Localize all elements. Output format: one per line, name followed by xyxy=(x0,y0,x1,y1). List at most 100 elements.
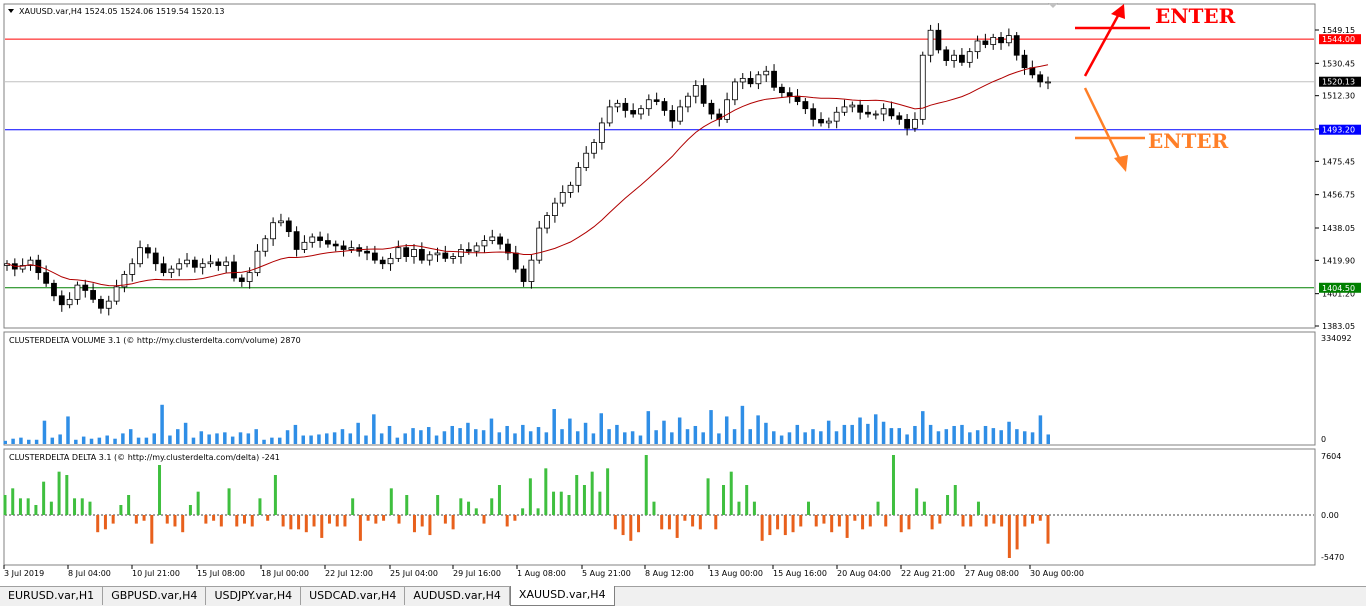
candle xyxy=(591,138,597,159)
volume-bar xyxy=(842,424,847,444)
delta-panel-frame[interactable] xyxy=(3,448,1316,566)
candle xyxy=(536,220,543,264)
delta-bar xyxy=(111,515,115,524)
candle xyxy=(959,48,965,66)
delta-bar xyxy=(382,515,386,521)
candle xyxy=(943,46,950,66)
time-tick-label: 22 Jul 12:00 xyxy=(325,569,373,578)
volume-bar xyxy=(850,424,854,444)
delta-bar xyxy=(752,501,756,515)
candle xyxy=(661,97,668,116)
candle xyxy=(348,240,355,254)
volume-panel-frame[interactable] xyxy=(3,331,1316,446)
volume-bar xyxy=(575,431,580,444)
chart-canvas[interactable]: XAUUSD.var,H4 1524.05 1524.06 1519.54 15… xyxy=(0,0,1366,586)
candle xyxy=(927,24,934,63)
candle xyxy=(739,73,746,90)
volume-bar xyxy=(254,429,258,444)
volume-bar xyxy=(701,432,705,444)
delta-bar xyxy=(243,515,247,524)
volume-bar xyxy=(709,410,713,444)
candle xyxy=(176,258,183,277)
volume-bar xyxy=(238,432,243,444)
candle xyxy=(935,23,942,54)
volume-bar xyxy=(623,432,627,444)
delta-bar xyxy=(196,491,200,515)
price-tick-label: 1549.15 xyxy=(1322,26,1355,35)
volume-bar xyxy=(560,429,564,444)
volume-bar xyxy=(607,429,611,444)
time-tick-label: 10 Jul 21:00 xyxy=(132,569,180,578)
volume-bar xyxy=(724,416,729,444)
volume-bar xyxy=(913,425,917,444)
volume-bar xyxy=(497,432,502,444)
price-tag-box xyxy=(1319,34,1361,45)
delta-bar xyxy=(451,515,455,530)
symbol-tab-audusd[interactable]: AUDUSD.var,H4 xyxy=(405,587,510,605)
symbol-tab-usdcad[interactable]: USDCAD.var,H4 xyxy=(301,587,406,605)
price-tick-label: 1530.45 xyxy=(1322,59,1355,68)
delta-bar xyxy=(806,501,810,515)
volume-bar xyxy=(160,404,164,444)
delta-bar xyxy=(34,505,38,515)
candle xyxy=(58,290,65,312)
delta-bar xyxy=(235,515,239,527)
delta-bar xyxy=(559,491,563,515)
volume-bar xyxy=(646,411,651,444)
volume-bar xyxy=(152,433,156,444)
delta-bar xyxy=(613,515,617,530)
candle xyxy=(473,242,480,257)
volume-bar xyxy=(685,429,690,444)
volume-bar xyxy=(944,429,949,444)
volume-bar xyxy=(121,433,125,444)
volume-bar xyxy=(387,425,392,444)
candle xyxy=(551,197,558,223)
volume-bar xyxy=(811,429,815,444)
main-chart-frame[interactable] xyxy=(3,3,1316,329)
volume-bar xyxy=(183,422,188,444)
volume-bar xyxy=(819,431,823,444)
candle xyxy=(771,64,777,91)
delta-bar xyxy=(497,485,501,515)
delta-bar xyxy=(1015,515,1019,550)
price-tag-box xyxy=(1319,76,1361,87)
one-click-trading-toggle-icon[interactable] xyxy=(1048,3,1058,8)
volume-bar xyxy=(434,435,439,444)
delta-bar xyxy=(119,505,123,515)
volume-bar xyxy=(740,405,745,444)
chart-menu-triangle-icon[interactable] xyxy=(8,9,14,13)
symbol-tab-gbpusd[interactable]: GBPUSD.var,H4 xyxy=(103,587,207,605)
delta-bar xyxy=(80,498,84,515)
delta-bar xyxy=(536,508,540,515)
time-tick-label: 8 Aug 12:00 xyxy=(645,569,694,578)
volume-bar xyxy=(199,431,204,444)
candle xyxy=(285,217,292,237)
volume-bar xyxy=(983,425,988,444)
candle xyxy=(403,244,410,262)
candle xyxy=(74,281,81,305)
volume-bar xyxy=(340,429,345,444)
delta-bar xyxy=(884,515,888,527)
candle xyxy=(912,112,918,132)
volume-bar xyxy=(881,421,886,444)
volume-bar xyxy=(826,420,831,444)
volume-bar xyxy=(521,424,525,444)
delta-bar xyxy=(412,515,416,533)
price-tick-label: 1383.05 xyxy=(1322,322,1355,331)
candle xyxy=(137,240,143,268)
candle xyxy=(129,258,136,282)
delta-bar xyxy=(428,515,432,536)
candle xyxy=(982,33,989,49)
symbol-tab-eurusd[interactable]: EURUSD.var,H1 xyxy=(0,587,104,605)
symbol-tab-xauusd[interactable]: XAUUSD.var,H4 xyxy=(509,586,615,606)
candle xyxy=(544,212,550,234)
candle xyxy=(207,254,214,268)
candle xyxy=(379,256,386,270)
volume-bar xyxy=(223,432,227,444)
symbol-tab-usdjpy[interactable]: USDJPY.var,H4 xyxy=(206,587,302,605)
delta-bar xyxy=(590,471,594,515)
volume-bar xyxy=(105,435,109,444)
candle xyxy=(825,117,832,129)
volume-bar xyxy=(113,438,117,444)
candle xyxy=(716,108,723,127)
